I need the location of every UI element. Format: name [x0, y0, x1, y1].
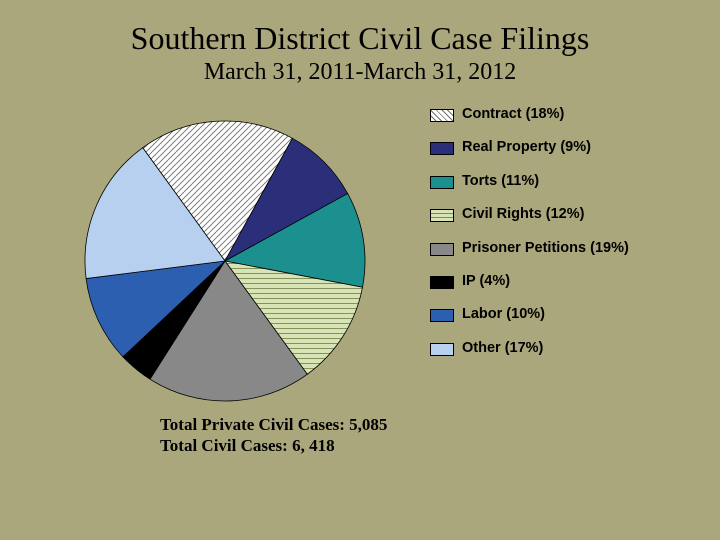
pie-chart	[80, 116, 370, 406]
legend-label-0: Contract (18%)	[462, 106, 564, 123]
legend-swatch-1	[430, 142, 454, 155]
legend-item-3: Civil Rights (12%)	[430, 206, 629, 223]
legend-swatch-5	[430, 276, 454, 289]
legend-swatch-6	[430, 309, 454, 322]
legend-swatch-3	[430, 209, 454, 222]
legend-label-3: Civil Rights (12%)	[462, 206, 584, 223]
legend: Contract (18%) Real Property (9%) Torts (1…	[430, 106, 629, 406]
legend-label-1: Real Property (9%)	[462, 139, 591, 156]
legend-item-0: Contract (18%)	[430, 106, 629, 123]
legend-swatch-2	[430, 176, 454, 189]
legend-item-1: Real Property (9%)	[430, 139, 629, 156]
legend-swatch-7	[430, 343, 454, 356]
legend-item-2: Torts (11%)	[430, 173, 629, 190]
legend-label-4: Prisoner Petitions (19%)	[462, 240, 629, 257]
legend-item-6: Labor (10%)	[430, 306, 629, 323]
legend-item-4: Prisoner Petitions (19%)	[430, 240, 629, 257]
legend-item-5: IP (4%)	[430, 273, 629, 290]
legend-label-7: Other (17%)	[462, 340, 543, 357]
chart-area: Contract (18%)Real Property (9%)Torts (1…	[0, 116, 720, 406]
pie-svg	[80, 116, 370, 406]
totals-block: Total Private Civil Cases: 5,085 Total C…	[160, 414, 720, 457]
legend-item-7: Other (17%)	[430, 340, 629, 357]
legend-swatch-0	[430, 109, 454, 122]
totals-line-1: Total Private Civil Cases: 5,085	[160, 414, 720, 435]
legend-label-6: Labor (10%)	[462, 306, 545, 323]
legend-swatch-4	[430, 243, 454, 256]
page-title: Southern District Civil Case Filings	[0, 20, 720, 57]
legend-label-5: IP (4%)	[462, 273, 510, 290]
legend-label-2: Torts (11%)	[462, 173, 539, 190]
totals-line-2: Total Civil Cases: 6, 418	[160, 435, 720, 456]
page-subtitle: March 31, 2011-March 31, 2012	[0, 59, 720, 86]
